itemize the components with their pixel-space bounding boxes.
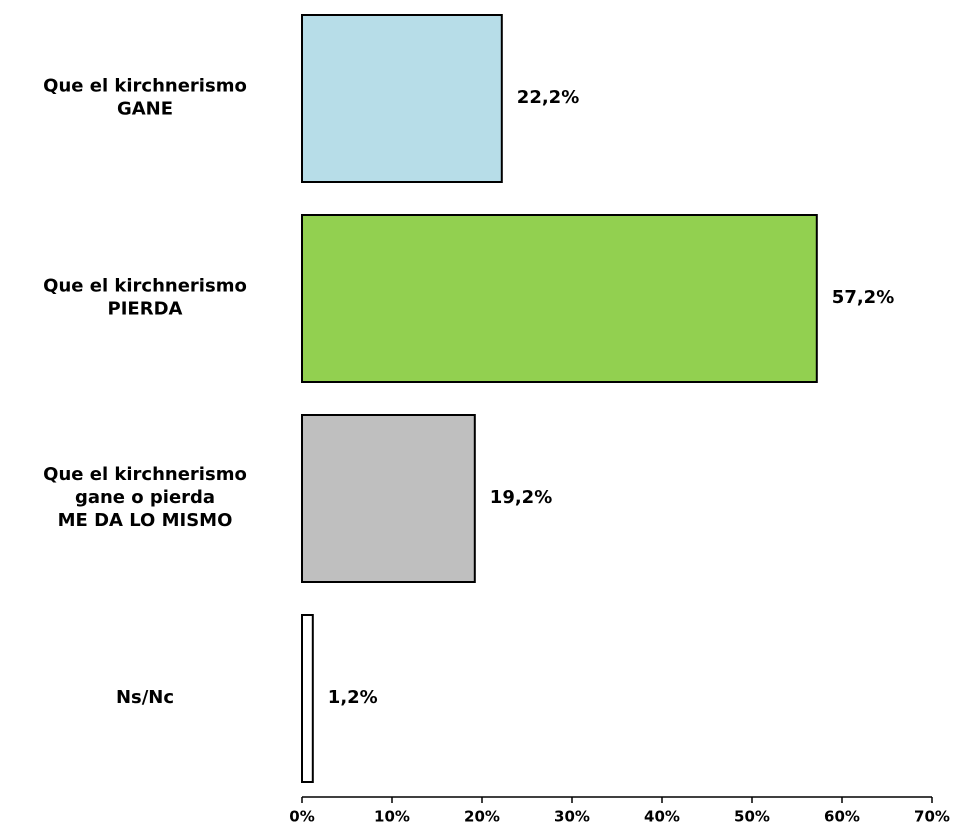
y-tick-label-line: gane o pierda	[75, 487, 215, 508]
y-tick-label: Que el kirchnerismo GANE	[43, 76, 247, 120]
y-tick-label-line: Que el kirchnerismo	[43, 276, 247, 297]
bar	[301, 414, 476, 583]
x-tick-label: 40%	[644, 808, 680, 826]
x-tick-label: 50%	[734, 808, 770, 826]
value-label: 1,2%	[328, 687, 378, 708]
y-tick-label-line: PIERDA	[108, 299, 183, 320]
y-tick-label-line: ME DA LO MISMO	[58, 510, 233, 531]
value-label: 57,2%	[832, 287, 894, 308]
y-tick-label-line: Ns/Nc	[116, 687, 174, 708]
x-tick-label: 60%	[824, 808, 860, 826]
x-tick-label: 70%	[914, 808, 950, 826]
bar	[301, 14, 503, 183]
value-label: 19,2%	[490, 487, 552, 508]
y-tick-label-line: Que el kirchnerismo	[43, 464, 247, 485]
bar	[301, 614, 314, 783]
y-tick-label: Que el kirchnerismo PIERDA	[43, 276, 247, 320]
y-tick-label: Que el kirchnerismo gane o pierda ME DA LO…	[43, 464, 247, 531]
y-tick-label: Ns/Nc	[116, 687, 174, 708]
y-tick-label-line: GANE	[117, 99, 173, 120]
x-tick-label: 20%	[464, 808, 500, 826]
x-tick-label: 30%	[554, 808, 590, 826]
value-label: 22,2%	[517, 87, 579, 108]
y-tick-label-line: Que el kirchnerismo	[43, 76, 247, 97]
x-tick-label: 0%	[289, 808, 314, 826]
x-tick-label: 10%	[374, 808, 410, 826]
bar	[301, 214, 818, 383]
